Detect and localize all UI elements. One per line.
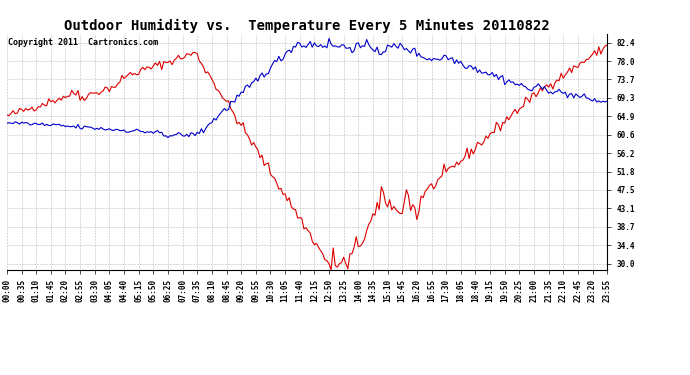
- Text: Copyright 2011  Cartronics.com: Copyright 2011 Cartronics.com: [8, 39, 158, 48]
- Title: Outdoor Humidity vs.  Temperature Every 5 Minutes 20110822: Outdoor Humidity vs. Temperature Every 5…: [64, 18, 550, 33]
